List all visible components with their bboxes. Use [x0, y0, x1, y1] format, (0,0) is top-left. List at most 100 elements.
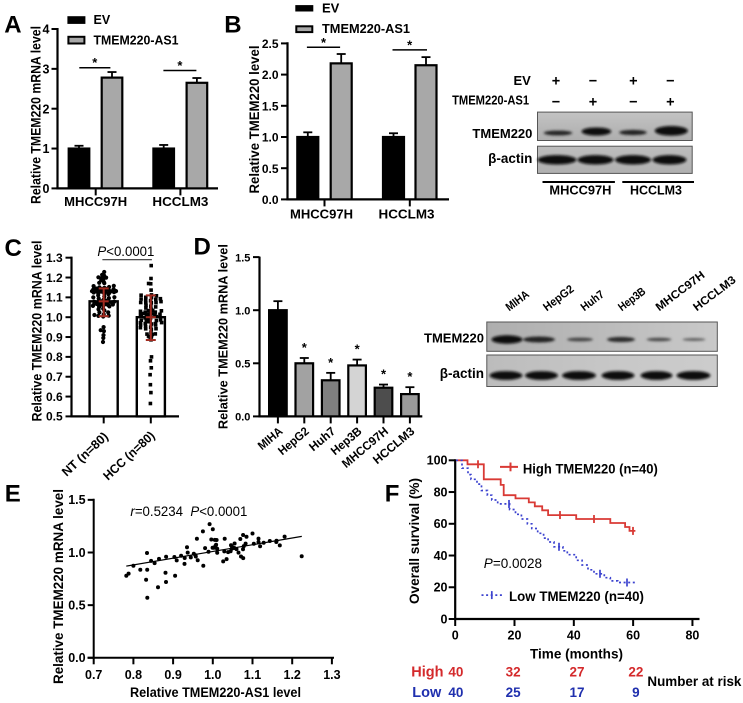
svg-text:*: * — [328, 355, 334, 370]
svg-text:HCCLM3: HCCLM3 — [152, 195, 208, 209]
svg-text:0: 0 — [43, 182, 50, 196]
svg-text:1.0: 1.0 — [262, 131, 279, 145]
svg-text:F: F — [385, 480, 400, 507]
svg-text:TMEM220: TMEM220 — [424, 331, 484, 346]
svg-text:*: * — [302, 340, 308, 355]
svg-text:β-actin: β-actin — [440, 366, 484, 381]
svg-text:0.7: 0.7 — [46, 370, 63, 384]
svg-text:Relative TMEM220 mRNA level: Relative TMEM220 mRNA level — [51, 489, 66, 684]
svg-text:1: 1 — [43, 142, 50, 156]
svg-text:*: * — [355, 342, 361, 357]
svg-text:22: 22 — [628, 664, 643, 679]
svg-text:0.8: 0.8 — [46, 350, 63, 364]
svg-text:20: 20 — [434, 581, 448, 595]
svg-text:β-actin: β-actin — [488, 151, 532, 166]
svg-text:TMEM220-AS1: TMEM220-AS1 — [452, 93, 529, 108]
svg-text:80: 80 — [685, 629, 699, 643]
svg-text:60: 60 — [434, 517, 448, 531]
svg-text:*: * — [381, 367, 387, 382]
svg-text:+: + — [629, 73, 637, 89]
svg-text:Relative TMEM220 mRNA level: Relative TMEM220 mRNA level — [29, 26, 44, 204]
svg-text:40: 40 — [567, 629, 581, 643]
svg-text:0.9: 0.9 — [46, 330, 63, 344]
svg-text:2.5: 2.5 — [262, 37, 279, 51]
svg-text:EV: EV — [94, 13, 111, 27]
svg-text:r=0.5234 P<0.0001: r=0.5234 P<0.0001 — [130, 503, 247, 519]
svg-text:−: − — [666, 73, 674, 89]
svg-text:3: 3 — [43, 62, 50, 76]
svg-text:P<0.0001: P<0.0001 — [97, 243, 154, 259]
svg-text:80: 80 — [434, 485, 448, 499]
svg-text:Relative TMEM220 mRNA level: Relative TMEM220 mRNA level — [29, 241, 44, 422]
svg-text:0.6: 0.6 — [46, 390, 63, 404]
svg-text:*: * — [407, 37, 413, 52]
svg-text:Time (months): Time (months) — [530, 647, 623, 662]
svg-text:27: 27 — [569, 664, 584, 679]
svg-text:0.5: 0.5 — [262, 162, 279, 176]
svg-text:0.9: 0.9 — [164, 668, 181, 682]
svg-text:0.8: 0.8 — [125, 668, 142, 682]
svg-text:Low: Low — [412, 685, 442, 701]
svg-text:1.2: 1.2 — [46, 271, 63, 285]
svg-text:D: D — [194, 234, 211, 261]
svg-text:1.1: 1.1 — [46, 291, 63, 305]
svg-text:B: B — [224, 11, 241, 38]
svg-text:+: + — [552, 73, 560, 89]
svg-text:MHCC97H: MHCC97H — [549, 183, 611, 198]
svg-text:1.5: 1.5 — [262, 99, 279, 113]
svg-text:1.0: 1.0 — [235, 306, 250, 318]
svg-text:25: 25 — [506, 685, 522, 700]
svg-text:High TMEM220 (n=40): High TMEM220 (n=40) — [523, 462, 658, 477]
svg-text:1.2: 1.2 — [284, 668, 301, 682]
svg-text:4: 4 — [43, 23, 50, 37]
svg-text:Overall survival (%): Overall survival (%) — [406, 478, 422, 604]
svg-text:Low TMEM220 (n=40): Low TMEM220 (n=40) — [509, 589, 644, 604]
svg-text:40: 40 — [448, 685, 463, 700]
svg-text:2: 2 — [43, 102, 50, 116]
svg-text:TMEM220-AS1: TMEM220-AS1 — [322, 21, 410, 36]
svg-text:1.0: 1.0 — [204, 668, 221, 682]
svg-text:*: * — [92, 55, 98, 70]
svg-text:HCCLM3: HCCLM3 — [379, 208, 435, 222]
svg-text:1.3: 1.3 — [323, 668, 340, 682]
svg-text:9: 9 — [632, 685, 640, 700]
svg-text:Relative TMEM220 level: Relative TMEM220 level — [247, 46, 262, 194]
svg-text:+: + — [589, 95, 597, 111]
svg-text:Number at risk: Number at risk — [647, 674, 741, 689]
svg-text:20: 20 — [508, 629, 522, 643]
svg-text:A: A — [4, 12, 21, 39]
svg-text:1.3: 1.3 — [46, 251, 63, 265]
svg-text:40: 40 — [448, 664, 463, 679]
svg-text:EV: EV — [513, 73, 531, 88]
svg-text:0.5: 0.5 — [68, 598, 85, 612]
svg-text:P=0.0028: P=0.0028 — [484, 556, 542, 571]
svg-text:MHCC97H: MHCC97H — [64, 195, 127, 209]
svg-text:−: − — [552, 95, 560, 111]
svg-text:1.5: 1.5 — [68, 493, 85, 507]
svg-text:0.0: 0.0 — [68, 651, 85, 665]
svg-text:1.0: 1.0 — [68, 546, 85, 560]
svg-text:*: * — [177, 58, 183, 73]
svg-text:0.0: 0.0 — [235, 412, 250, 424]
svg-text:60: 60 — [626, 629, 640, 643]
svg-text:40: 40 — [434, 549, 448, 563]
svg-text:*: * — [321, 35, 327, 50]
svg-text:0.5: 0.5 — [235, 359, 250, 371]
svg-text:0.0: 0.0 — [262, 193, 279, 207]
svg-text:TMEM220: TMEM220 — [472, 126, 532, 141]
svg-text:Relative TMEM220 mRNA level: Relative TMEM220 mRNA level — [215, 244, 230, 429]
svg-text:−: − — [629, 95, 637, 111]
svg-text:32: 32 — [506, 664, 521, 679]
svg-text:0: 0 — [452, 629, 459, 643]
svg-text:0: 0 — [441, 612, 448, 626]
svg-text:E: E — [5, 481, 21, 508]
svg-text:−: − — [589, 73, 597, 89]
svg-text:0.5: 0.5 — [46, 410, 63, 424]
svg-text:1.0: 1.0 — [46, 311, 63, 325]
svg-text:100: 100 — [427, 454, 448, 468]
svg-text:HCCLM3: HCCLM3 — [630, 183, 682, 198]
svg-text:*: * — [407, 369, 413, 384]
svg-text:High: High — [411, 664, 443, 680]
svg-text:Relative TMEM220-AS1 level: Relative TMEM220-AS1 level — [130, 685, 301, 700]
svg-text:TMEM220-AS1: TMEM220-AS1 — [94, 34, 179, 48]
